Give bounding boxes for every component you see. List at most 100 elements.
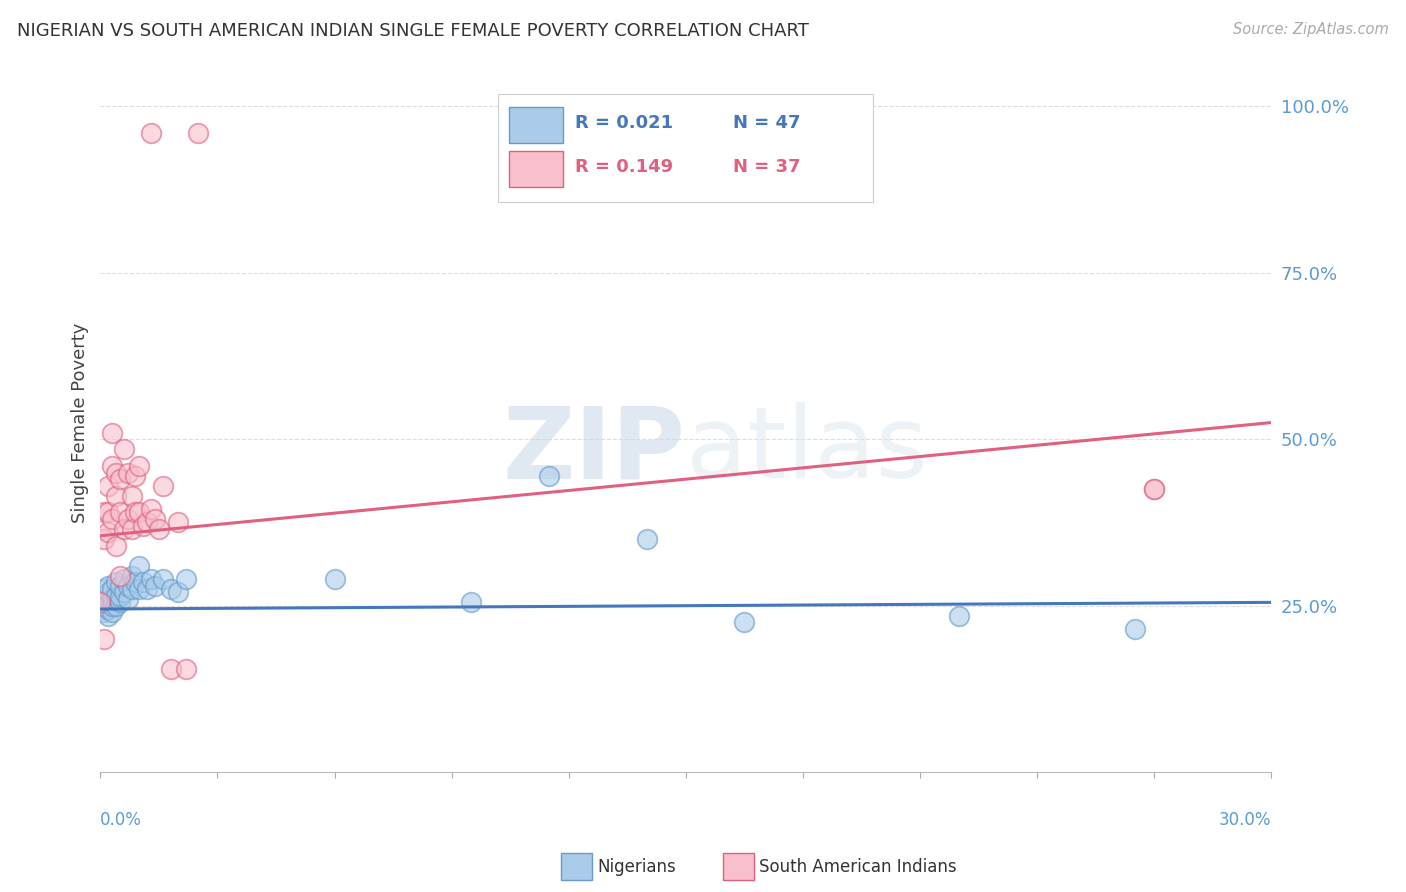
Point xyxy=(167,516,190,530)
Point xyxy=(93,599,115,613)
Point xyxy=(121,568,143,582)
Point xyxy=(636,532,658,546)
Point xyxy=(136,516,159,530)
Text: R = 0.149: R = 0.149 xyxy=(575,159,672,177)
Point xyxy=(97,525,120,540)
Point xyxy=(148,522,170,536)
Point xyxy=(167,585,190,599)
Point xyxy=(117,592,139,607)
Point xyxy=(139,502,162,516)
FancyBboxPatch shape xyxy=(509,152,562,187)
Point xyxy=(97,479,120,493)
Point xyxy=(104,466,127,480)
Point xyxy=(104,539,127,553)
Point xyxy=(124,575,146,590)
Point xyxy=(136,582,159,596)
Point xyxy=(143,579,166,593)
Point xyxy=(112,522,135,536)
Point xyxy=(132,518,155,533)
Point xyxy=(97,585,120,599)
Point xyxy=(152,572,174,586)
Point xyxy=(89,592,111,607)
Text: R = 0.021: R = 0.021 xyxy=(575,114,672,132)
Point xyxy=(104,489,127,503)
Point xyxy=(93,582,115,596)
Point xyxy=(108,595,131,609)
Point xyxy=(460,595,482,609)
Point xyxy=(97,579,120,593)
Point xyxy=(139,572,162,586)
Point xyxy=(104,599,127,613)
Point xyxy=(101,605,124,619)
Point xyxy=(121,582,143,596)
Point xyxy=(112,585,135,599)
Point xyxy=(117,512,139,526)
Point xyxy=(139,126,162,140)
Point xyxy=(121,522,143,536)
Text: atlas: atlas xyxy=(686,402,928,499)
Point xyxy=(159,582,181,596)
Point xyxy=(93,605,115,619)
Point xyxy=(187,126,209,140)
Point xyxy=(128,558,150,573)
Point xyxy=(733,615,755,630)
Point xyxy=(93,506,115,520)
Text: Nigerians: Nigerians xyxy=(598,858,676,876)
Point xyxy=(117,466,139,480)
Point xyxy=(93,595,115,609)
Text: N = 37: N = 37 xyxy=(733,159,800,177)
Text: Source: ZipAtlas.com: Source: ZipAtlas.com xyxy=(1233,22,1389,37)
Point xyxy=(101,425,124,440)
Point xyxy=(97,602,120,616)
Y-axis label: Single Female Poverty: Single Female Poverty xyxy=(72,322,89,523)
Point xyxy=(101,512,124,526)
Point xyxy=(97,506,120,520)
Point xyxy=(97,608,120,623)
Point xyxy=(143,512,166,526)
Point xyxy=(132,575,155,590)
Point xyxy=(159,662,181,676)
Point xyxy=(128,506,150,520)
Point xyxy=(93,632,115,646)
Point xyxy=(89,595,111,609)
Point xyxy=(128,458,150,473)
Point xyxy=(323,572,346,586)
Point xyxy=(108,472,131,486)
Point xyxy=(108,589,131,603)
Point xyxy=(117,579,139,593)
Text: NIGERIAN VS SOUTH AMERICAN INDIAN SINGLE FEMALE POVERTY CORRELATION CHART: NIGERIAN VS SOUTH AMERICAN INDIAN SINGLE… xyxy=(17,22,808,40)
Point xyxy=(538,468,561,483)
Point xyxy=(1123,622,1146,636)
Point xyxy=(101,599,124,613)
Point xyxy=(97,595,120,609)
Point xyxy=(108,579,131,593)
Text: 0.0%: 0.0% xyxy=(100,811,142,829)
Text: South American Indians: South American Indians xyxy=(759,858,957,876)
Point xyxy=(89,602,111,616)
Point xyxy=(93,532,115,546)
Point xyxy=(121,489,143,503)
Point xyxy=(104,575,127,590)
Point xyxy=(1143,482,1166,496)
Point xyxy=(112,442,135,457)
Point xyxy=(101,592,124,607)
Point xyxy=(948,608,970,623)
Point xyxy=(104,589,127,603)
Point xyxy=(101,458,124,473)
Point xyxy=(101,582,124,596)
FancyBboxPatch shape xyxy=(509,107,562,143)
Point xyxy=(124,506,146,520)
Point xyxy=(112,572,135,586)
Text: N = 47: N = 47 xyxy=(733,114,800,132)
Point xyxy=(152,479,174,493)
FancyBboxPatch shape xyxy=(498,94,873,202)
Point xyxy=(108,506,131,520)
Text: ZIP: ZIP xyxy=(503,402,686,499)
Point xyxy=(89,595,111,609)
Point xyxy=(93,589,115,603)
Point xyxy=(174,572,197,586)
Text: 30.0%: 30.0% xyxy=(1219,811,1271,829)
Point xyxy=(128,582,150,596)
Point xyxy=(1143,482,1166,496)
Point xyxy=(124,468,146,483)
